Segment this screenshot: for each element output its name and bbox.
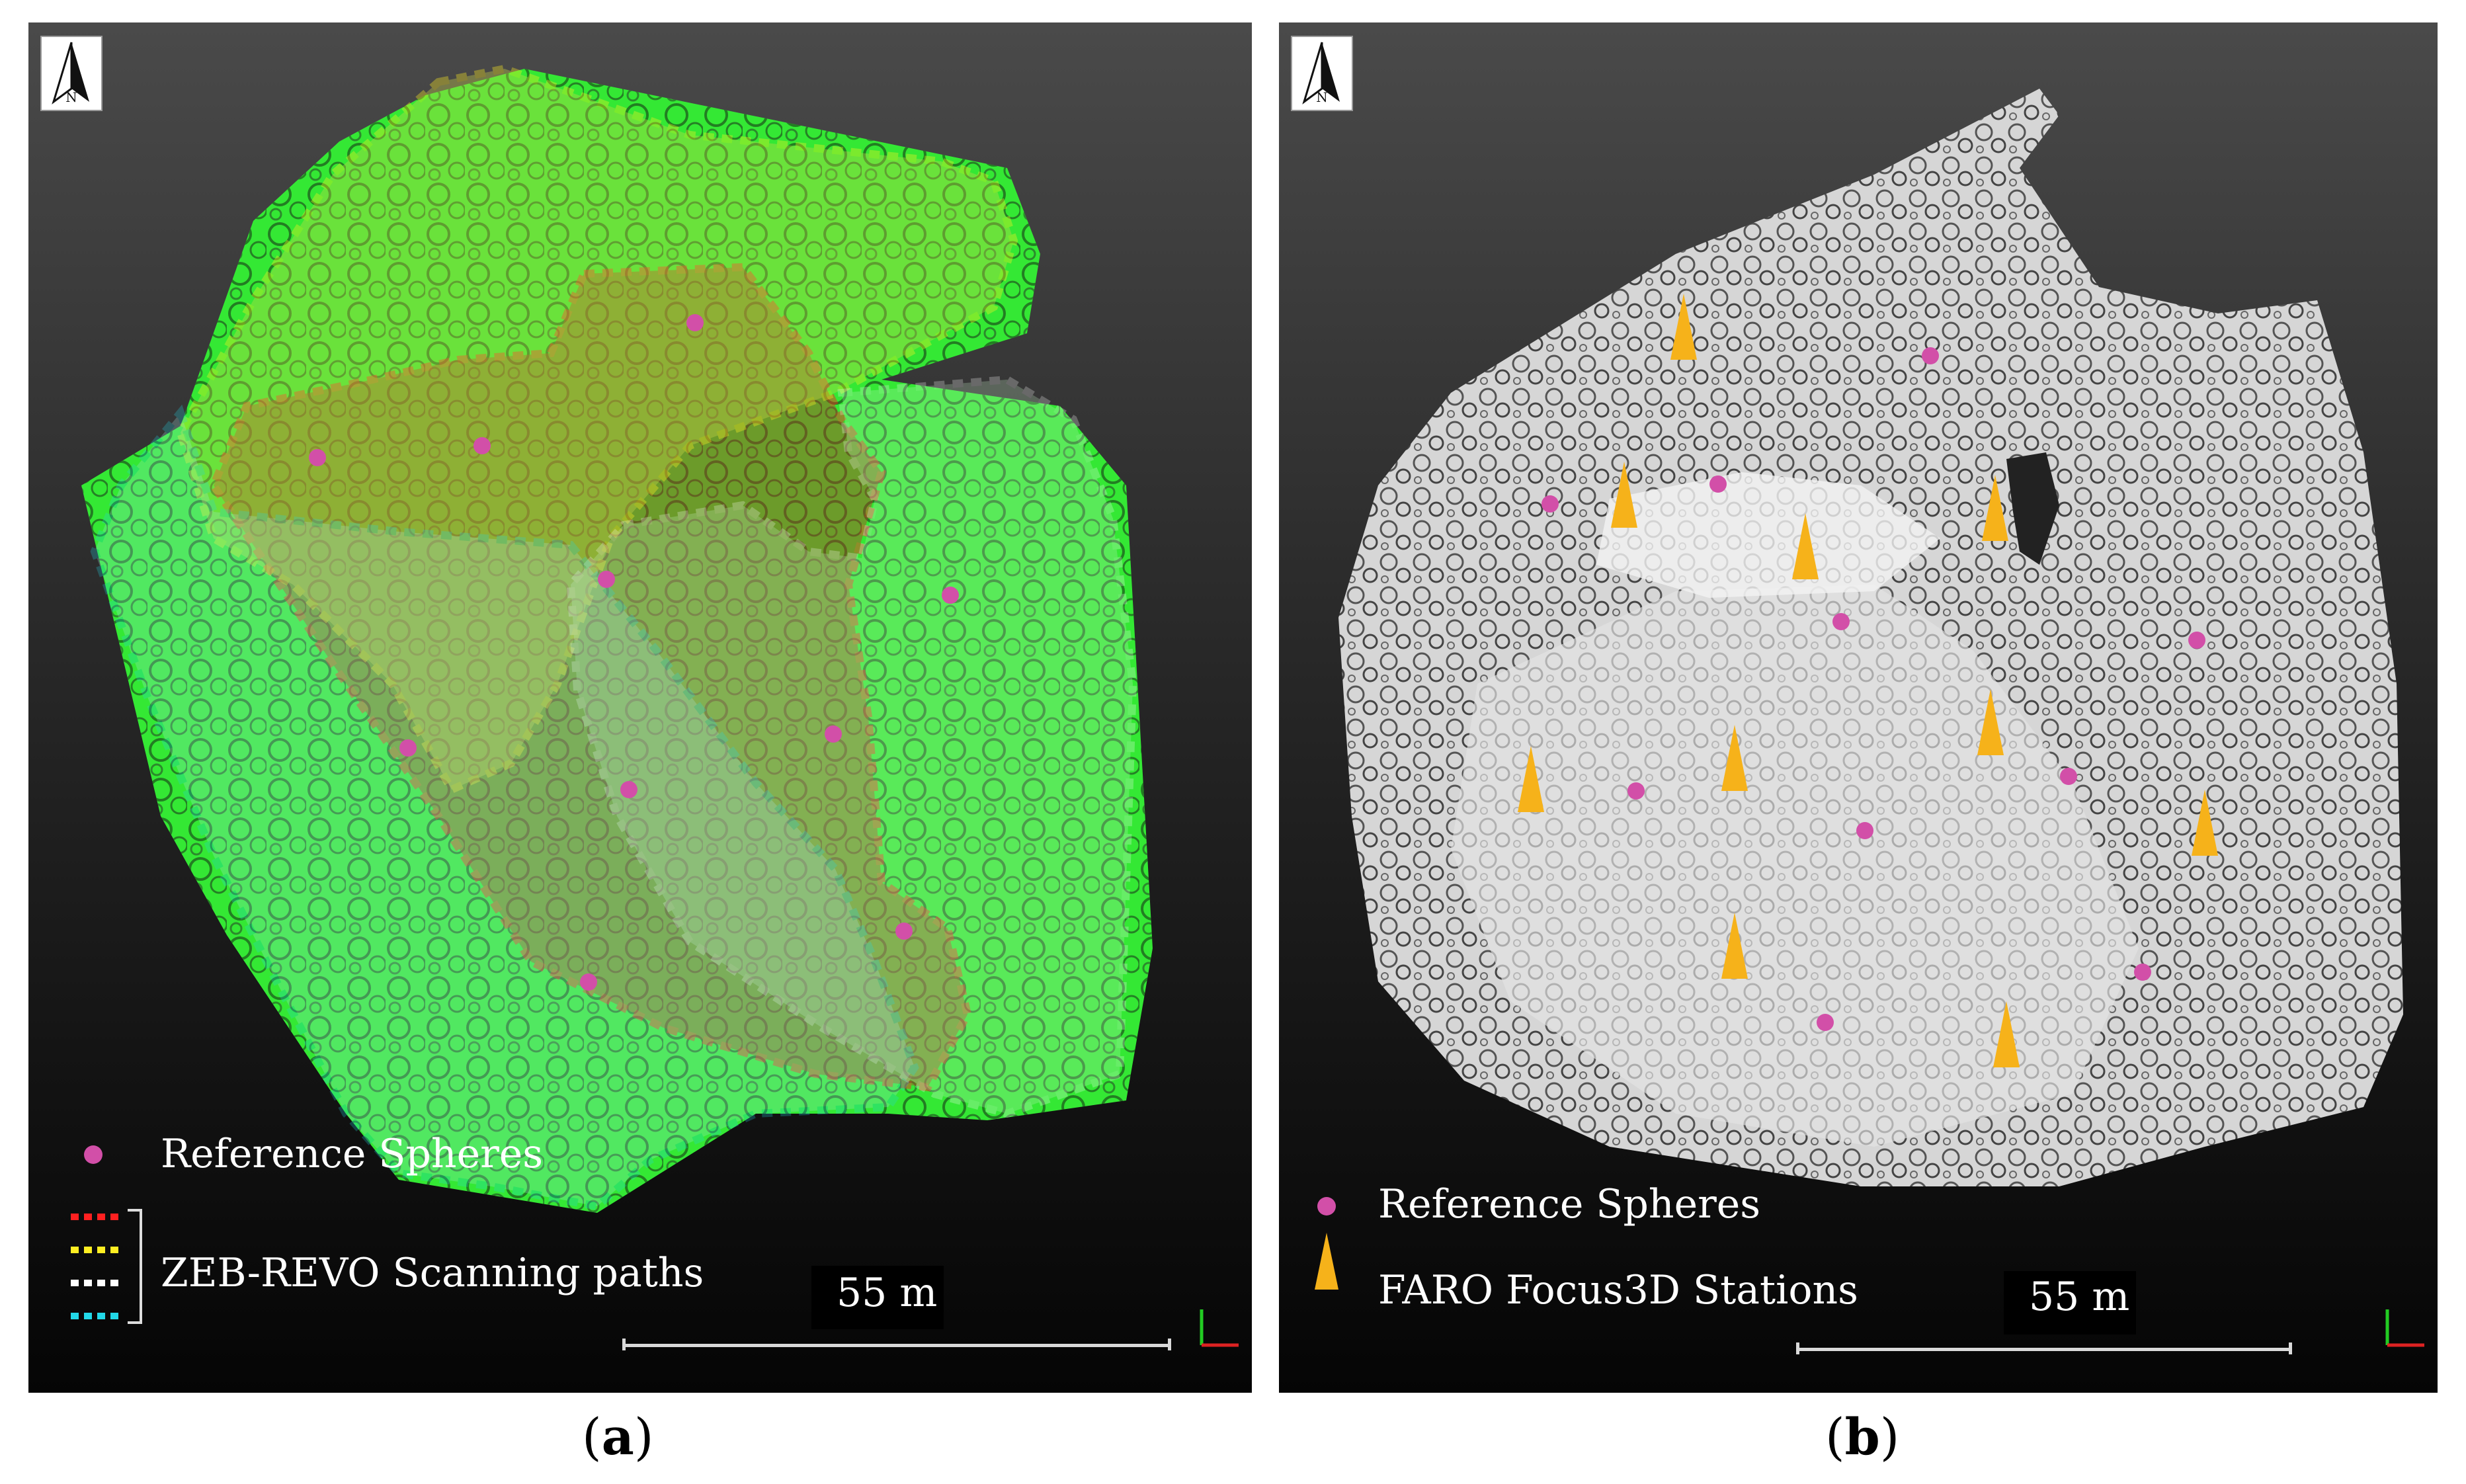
scan-path-yellow <box>176 64 1018 795</box>
reference-sphere <box>473 437 491 454</box>
legend-label-spheres-b: Reference Spheres <box>1378 1181 1761 1227</box>
legend-label-spheres-a: Reference Spheres <box>161 1131 544 1177</box>
reference-spheres-b <box>1541 347 2205 1031</box>
north-arrow-b: N <box>1291 36 1353 111</box>
panel-a-zeb-revo-map: N Reference Spheres ZEB-REVO Scanning pa… <box>28 22 1252 1393</box>
reference-sphere <box>2188 632 2205 649</box>
legend-label-scanning-paths: ZEB-REVO Scanning paths <box>161 1250 704 1296</box>
north-arrow-a: N <box>40 36 103 111</box>
faro-station <box>1993 1001 2020 1067</box>
scale-tick-left-b <box>1796 1342 1799 1354</box>
reference-sphere <box>1709 475 1727 493</box>
legend-path-markers <box>71 1214 121 1319</box>
scale-bar-b <box>1796 1348 2292 1351</box>
scale-tick-left-a <box>622 1339 626 1350</box>
scan-path-red-area <box>209 263 972 1092</box>
legend-sphere-marker <box>84 1145 103 1164</box>
reference-sphere <box>1832 613 1850 630</box>
scale-label-a: 55 m <box>837 1270 938 1316</box>
svg-text:N: N <box>1316 89 1328 105</box>
north-arrow-icon: N <box>52 42 89 105</box>
scan-path-white <box>566 375 1137 1118</box>
faro-station <box>1721 725 1748 791</box>
reference-sphere <box>942 587 959 604</box>
point-cloud-map-b <box>1315 89 2424 1347</box>
north-arrow-icon: N <box>1302 42 1340 105</box>
pond <box>2006 452 2059 565</box>
svg-text:N: N <box>65 89 77 105</box>
legend-bracket <box>128 1209 142 1324</box>
reference-sphere <box>598 571 615 588</box>
faro-station <box>1792 513 1819 579</box>
reference-sphere <box>1817 1014 1834 1031</box>
scale-tick-right-b <box>2289 1342 2292 1354</box>
caption-a: (a) <box>582 1407 654 1466</box>
reference-sphere <box>895 923 913 940</box>
point-cloud-map-a <box>71 64 1239 1347</box>
reference-sphere <box>1856 822 1873 839</box>
clearing-center <box>1451 585 2139 1147</box>
faro-station <box>1977 689 2004 755</box>
reference-sphere <box>686 314 704 331</box>
faro-station <box>1518 746 1544 812</box>
reference-spheres-a <box>309 314 959 991</box>
scale-label-box-a <box>811 1266 944 1329</box>
faro-station <box>1670 294 1697 360</box>
reference-sphere <box>2134 964 2151 981</box>
axis-indicator-b <box>2385 1309 2424 1347</box>
caption-b: (b) <box>1825 1407 1900 1466</box>
legend-label-faro-stations: FARO Focus3D Stations <box>1378 1267 1858 1313</box>
legend-station-marker <box>1315 1233 1338 1290</box>
faro-station <box>1611 462 1637 528</box>
reference-sphere <box>2060 768 2077 785</box>
scale-label-box-b <box>2004 1271 2136 1335</box>
reference-sphere <box>620 781 637 798</box>
reference-sphere <box>309 449 326 466</box>
scale-bar-a <box>622 1344 1171 1347</box>
scale-label-b: 55 m <box>2029 1274 2130 1320</box>
legend-sphere-marker-b <box>1317 1197 1336 1216</box>
panel-b-faro-map: N Reference Spheres FARO Focus3D Station… <box>1279 22 2438 1393</box>
reference-sphere <box>1541 495 1559 513</box>
axis-indicator-a <box>1200 1309 1239 1347</box>
reference-sphere <box>399 739 417 757</box>
reference-sphere <box>1627 782 1645 800</box>
clearing-north <box>1596 472 1940 598</box>
faro-station <box>1982 475 2008 541</box>
scale-tick-right-a <box>1168 1339 1171 1350</box>
reference-sphere <box>1922 347 1939 364</box>
reference-sphere <box>825 725 842 743</box>
scan-path-cyan <box>90 404 919 1211</box>
faro-stations <box>1518 294 2218 1067</box>
faro-station <box>1721 913 1748 979</box>
faro-station <box>2192 790 2218 856</box>
reference-sphere <box>580 973 597 991</box>
